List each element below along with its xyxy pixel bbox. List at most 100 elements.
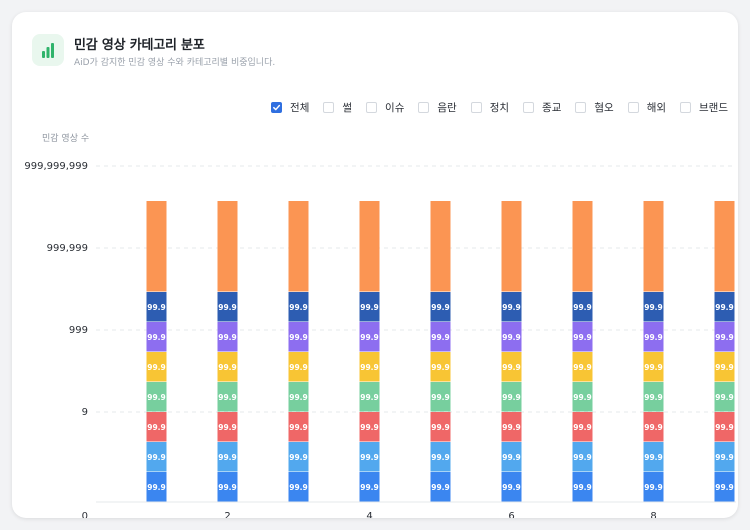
bar-data-label: 99.9 <box>289 453 308 462</box>
checkbox-unchecked-icon[interactable] <box>575 102 587 113</box>
bar-data-label: 99.9 <box>360 453 379 462</box>
bar-segment <box>288 201 309 292</box>
bar-segment <box>217 472 238 502</box>
checkbox-unchecked-icon[interactable] <box>323 102 335 113</box>
bar-data-label: 99.9 <box>715 483 734 492</box>
bar-data-label: 99.9 <box>715 363 734 372</box>
bar-data-label: 99.9 <box>289 363 308 372</box>
bar-segment <box>146 292 167 322</box>
bar-data-label: 99.9 <box>218 363 237 372</box>
bar-segment <box>146 442 167 472</box>
bar-data-label: 99.9 <box>431 333 450 342</box>
bar-data-label: 99.9 <box>289 423 308 432</box>
bar-data-label: 99.9 <box>431 363 450 372</box>
bar-segment <box>146 472 167 502</box>
bar-segment <box>359 352 380 382</box>
bar-segment <box>501 322 522 352</box>
bar-segment <box>359 442 380 472</box>
legend-item-9[interactable]: 브랜드 <box>680 100 728 115</box>
bar-segment <box>643 322 664 352</box>
bar-segment <box>288 352 309 382</box>
bar-segment <box>501 442 522 472</box>
bar-data-label: 99.9 <box>644 483 663 492</box>
bar-segment <box>714 292 735 322</box>
bar-segment <box>146 201 167 292</box>
bar-data-label: 99.9 <box>289 393 308 402</box>
checkbox-checked-icon[interactable] <box>271 102 283 113</box>
bar-data-label: 99.9 <box>289 303 308 312</box>
checkbox-unchecked-icon[interactable] <box>366 102 378 113</box>
checkbox-unchecked-icon[interactable] <box>680 102 692 113</box>
bar-data-label: 99.9 <box>218 483 237 492</box>
card-subtitle: AiD가 감지한 민감 영상 수와 카테고리별 비중입니다. <box>74 58 276 68</box>
bar-segment <box>288 292 309 322</box>
bar-segment <box>146 412 167 442</box>
bar-data-label: 99.9 <box>147 393 166 402</box>
bar-data-label: 99.9 <box>502 393 521 402</box>
bar-data-label: 99.9 <box>715 333 734 342</box>
bar-data-label: 99.9 <box>644 453 663 462</box>
bar-data-label: 99.9 <box>360 483 379 492</box>
bar-segment <box>643 292 664 322</box>
legend-item-7[interactable]: 혐오 <box>575 100 614 115</box>
legend-item-1[interactable]: 전체 <box>271 100 309 115</box>
bar-segment <box>572 382 593 412</box>
bar-data-label: 99.9 <box>218 393 237 402</box>
checkbox-unchecked-icon[interactable] <box>523 102 535 113</box>
bar-segment <box>501 382 522 412</box>
bar-data-label: 99.9 <box>147 423 166 432</box>
bar-segment <box>146 322 167 352</box>
bar-data-label: 99.9 <box>573 453 592 462</box>
bar-data-label: 99.9 <box>147 363 166 372</box>
bar-segment <box>288 322 309 352</box>
bar-data-label: 99.9 <box>360 303 379 312</box>
bar-segment <box>501 472 522 502</box>
bar-data-label: 99.9 <box>360 363 379 372</box>
legend-item-8[interactable]: 해외 <box>627 100 666 115</box>
bar-data-label: 99.9 <box>644 363 663 372</box>
bar-chart-icon <box>32 34 64 66</box>
bar-data-label: 99.9 <box>431 483 450 492</box>
bar-data-label: 99.9 <box>289 483 308 492</box>
bar-data-label: 99.9 <box>218 423 237 432</box>
bar-segment <box>714 382 735 412</box>
bar-data-label: 99.9 <box>431 453 450 462</box>
legend-item-3[interactable]: 이슈 <box>366 100 404 115</box>
bar-segment <box>714 412 735 442</box>
bar-segment <box>572 442 593 472</box>
bar-data-label: 99.9 <box>573 393 592 402</box>
bar-segment <box>217 201 238 292</box>
legend-label: 전체 <box>290 102 310 114</box>
checkbox-unchecked-icon[interactable] <box>627 102 639 113</box>
legend-item-4[interactable]: 음란 <box>418 100 457 115</box>
legend-item-5[interactable]: 정치 <box>470 100 510 115</box>
bar-data-label: 99.9 <box>360 423 379 432</box>
bar-segment <box>572 352 593 382</box>
bar-segment <box>430 322 451 352</box>
bar-segment <box>430 382 451 412</box>
bar-segment <box>501 412 522 442</box>
checkbox-unchecked-icon[interactable] <box>418 102 430 113</box>
bar-data-label: 99.9 <box>715 453 734 462</box>
bar-segment <box>288 442 309 472</box>
legend-label: 정치 <box>489 102 510 114</box>
bar-segment <box>217 382 238 412</box>
bar-segment <box>572 201 593 292</box>
bar-segment <box>714 201 735 292</box>
bar-data-label: 99.9 <box>573 333 592 342</box>
bar-segment <box>359 472 380 502</box>
checkbox-unchecked-icon[interactable] <box>470 102 482 113</box>
legend-item-6[interactable]: 종교 <box>523 100 561 115</box>
bar-data-label: 99.9 <box>502 363 521 372</box>
bar-segment <box>217 292 238 322</box>
bar-data-label: 99.9 <box>644 303 663 312</box>
legend-item-2[interactable]: 썰 <box>323 100 352 115</box>
bar-segment <box>430 352 451 382</box>
legend-label: 음란 <box>437 102 457 114</box>
bar-data-label: 99.9 <box>502 333 521 342</box>
y-tick-label: 9 <box>82 407 88 418</box>
bar-segment <box>430 201 451 292</box>
bar-segment <box>359 412 380 442</box>
card-title: 민감 영상 카테고리 분포 <box>74 38 205 53</box>
bar-data-label: 99.9 <box>644 423 663 432</box>
